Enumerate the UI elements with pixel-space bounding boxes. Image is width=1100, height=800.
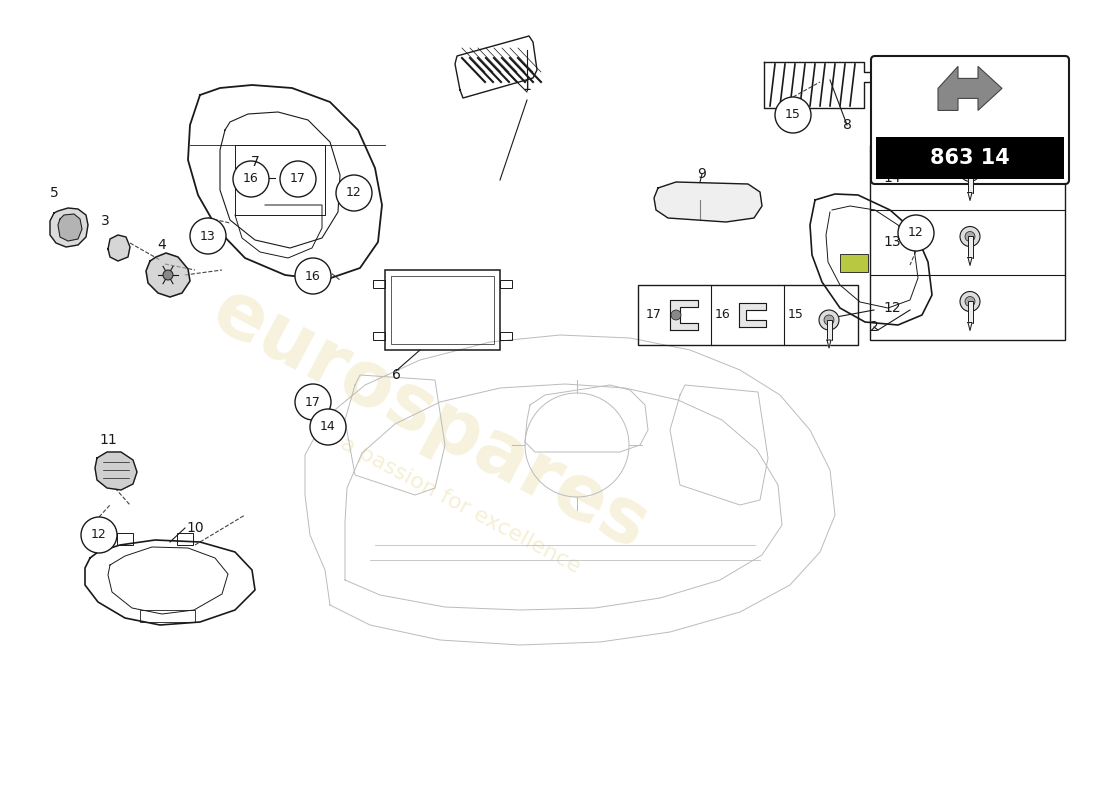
Circle shape: [965, 231, 975, 242]
Bar: [390, 276, 494, 344]
Bar: [968, 235, 974, 258]
Bar: [500, 280, 512, 288]
Polygon shape: [50, 208, 88, 247]
Polygon shape: [670, 300, 698, 330]
Bar: [140, 610, 195, 622]
Text: 15: 15: [785, 109, 801, 122]
Polygon shape: [654, 182, 762, 222]
Text: 14: 14: [883, 170, 901, 185]
Text: 10: 10: [186, 521, 204, 535]
Polygon shape: [95, 452, 138, 490]
Bar: [840, 254, 868, 272]
Circle shape: [295, 258, 331, 294]
Circle shape: [233, 161, 270, 197]
Text: 4: 4: [157, 238, 166, 252]
Polygon shape: [108, 235, 130, 261]
Polygon shape: [968, 258, 972, 266]
Text: 15: 15: [788, 309, 804, 322]
Text: 16: 16: [305, 270, 321, 282]
Circle shape: [960, 162, 980, 182]
Circle shape: [81, 517, 117, 553]
Circle shape: [898, 215, 934, 251]
Text: eurospares: eurospares: [199, 274, 660, 566]
Text: a passion for excellence: a passion for excellence: [337, 433, 583, 577]
Circle shape: [960, 226, 980, 246]
Text: 863 14: 863 14: [931, 148, 1010, 168]
Text: 16: 16: [243, 173, 258, 186]
Text: 8: 8: [843, 118, 851, 132]
Circle shape: [820, 310, 839, 330]
Polygon shape: [968, 322, 972, 330]
Text: 16: 16: [715, 309, 730, 322]
Circle shape: [190, 218, 226, 254]
Text: 2: 2: [870, 320, 879, 334]
Circle shape: [965, 166, 975, 177]
Bar: [117, 533, 133, 545]
Polygon shape: [58, 214, 82, 241]
Text: 13: 13: [883, 235, 901, 250]
Text: 9: 9: [697, 167, 706, 181]
Bar: [177, 533, 192, 545]
Polygon shape: [827, 340, 830, 348]
Circle shape: [824, 315, 834, 325]
Bar: [870, 145, 1065, 340]
Text: 3: 3: [100, 214, 109, 228]
Circle shape: [280, 161, 316, 197]
Text: 7: 7: [251, 155, 260, 169]
Text: 6: 6: [392, 368, 400, 382]
FancyBboxPatch shape: [871, 56, 1069, 184]
Polygon shape: [739, 303, 766, 327]
Bar: [500, 332, 512, 340]
Text: 5: 5: [50, 186, 58, 200]
Text: 12: 12: [91, 529, 107, 542]
Text: 12: 12: [909, 226, 924, 239]
Bar: [827, 320, 832, 340]
Polygon shape: [938, 66, 1002, 110]
Circle shape: [776, 97, 811, 133]
Bar: [373, 332, 385, 340]
Circle shape: [163, 270, 173, 280]
Circle shape: [336, 175, 372, 211]
Circle shape: [671, 310, 681, 320]
Polygon shape: [146, 253, 190, 297]
Bar: [968, 301, 974, 322]
Text: 12: 12: [346, 186, 362, 199]
Text: 17: 17: [290, 173, 306, 186]
Text: 1: 1: [522, 79, 531, 93]
Bar: [373, 280, 385, 288]
Text: 14: 14: [320, 421, 336, 434]
Bar: [385, 270, 501, 350]
Text: 17: 17: [305, 395, 321, 409]
Circle shape: [310, 409, 346, 445]
Text: 13: 13: [200, 230, 216, 242]
Bar: [876, 137, 1064, 179]
Text: 12: 12: [883, 301, 901, 314]
Text: 11: 11: [99, 433, 117, 447]
Circle shape: [295, 384, 331, 420]
Bar: [638, 285, 858, 345]
Polygon shape: [968, 193, 972, 201]
Circle shape: [960, 291, 980, 311]
Circle shape: [965, 297, 975, 306]
Text: 17: 17: [646, 309, 662, 322]
Bar: [968, 170, 974, 193]
